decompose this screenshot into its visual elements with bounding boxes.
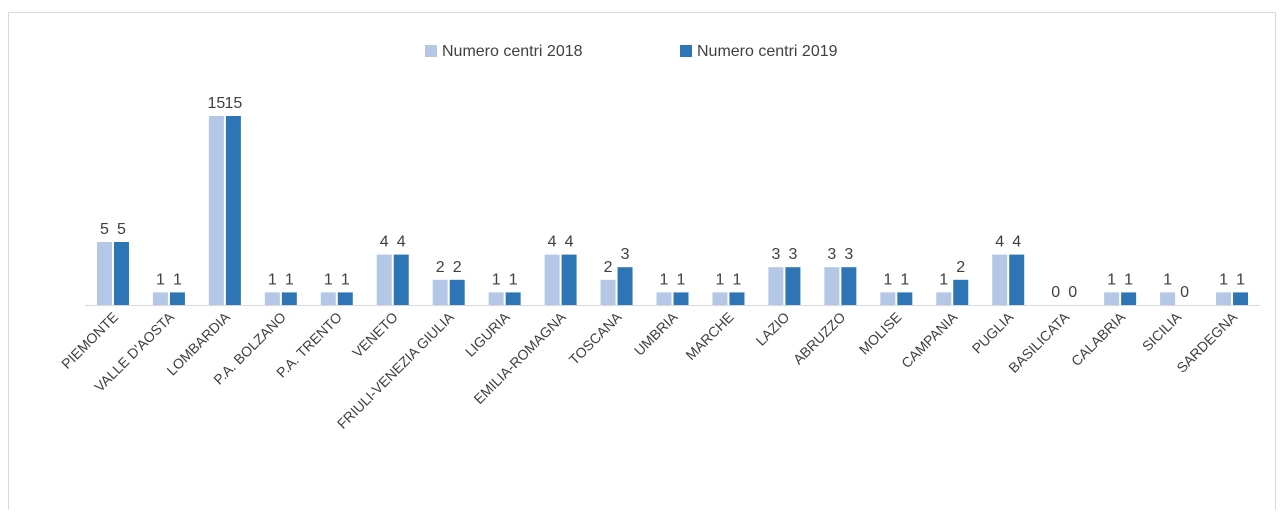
data-label: 4 xyxy=(380,234,389,251)
data-label: 4 xyxy=(397,234,406,251)
data-label: 1 xyxy=(1124,271,1133,288)
data-label: 2 xyxy=(436,259,445,276)
data-label: 1 xyxy=(509,271,518,288)
data-label: 1 xyxy=(1219,271,1228,288)
bar xyxy=(264,292,280,305)
data-label: 1 xyxy=(268,271,277,288)
bar xyxy=(1216,292,1232,305)
data-label: 1 xyxy=(492,271,501,288)
bar xyxy=(1233,292,1249,305)
bar xyxy=(376,254,392,305)
data-label: 1 xyxy=(732,271,741,288)
bar xyxy=(113,242,129,305)
data-label: 2 xyxy=(604,259,613,276)
data-label: 3 xyxy=(621,246,630,263)
bar xyxy=(1160,292,1176,305)
bar xyxy=(96,242,112,305)
data-label: 4 xyxy=(1012,234,1021,251)
bar xyxy=(544,254,560,305)
data-label: 1 xyxy=(156,271,165,288)
bar xyxy=(505,292,521,305)
bar xyxy=(600,279,616,305)
bar xyxy=(729,292,745,305)
bar xyxy=(617,267,633,305)
bar xyxy=(281,292,297,305)
bar xyxy=(432,279,448,305)
data-label: 1 xyxy=(939,271,948,288)
bar xyxy=(393,254,409,305)
data-label: 4 xyxy=(565,234,574,251)
legend-swatch xyxy=(425,45,437,57)
data-label: 3 xyxy=(788,246,797,263)
bar xyxy=(880,292,896,305)
data-label: 1 xyxy=(285,271,294,288)
bar xyxy=(953,279,969,305)
data-label: 3 xyxy=(827,246,836,263)
data-label: 15 xyxy=(207,95,225,112)
data-label: 5 xyxy=(117,221,126,238)
bar xyxy=(488,292,504,305)
bar xyxy=(449,279,465,305)
data-label: 1 xyxy=(1236,271,1245,288)
data-label: 2 xyxy=(453,259,462,276)
data-label: 3 xyxy=(771,246,780,263)
bar xyxy=(712,292,728,305)
bar xyxy=(992,254,1008,305)
data-label: 1 xyxy=(900,271,909,288)
data-label: 5 xyxy=(100,221,109,238)
data-label: 1 xyxy=(660,271,669,288)
data-label: 15 xyxy=(224,95,242,112)
bar xyxy=(225,116,241,305)
data-label: 1 xyxy=(173,271,182,288)
data-label: 3 xyxy=(844,246,853,263)
bar xyxy=(897,292,913,305)
data-label: 1 xyxy=(1163,271,1172,288)
legend-label: Numero centri 2018 xyxy=(442,43,583,60)
bar xyxy=(169,292,185,305)
data-label: 0 xyxy=(1051,284,1060,301)
bar xyxy=(841,267,857,305)
data-label: 1 xyxy=(883,271,892,288)
bar xyxy=(673,292,689,305)
bar xyxy=(1121,292,1137,305)
bar xyxy=(785,267,801,305)
legend-swatch xyxy=(680,45,692,57)
data-label: 4 xyxy=(548,234,557,251)
data-label: 1 xyxy=(677,271,686,288)
bar xyxy=(824,267,840,305)
bar xyxy=(1104,292,1120,305)
bar xyxy=(656,292,672,305)
data-label: 1 xyxy=(1107,271,1116,288)
legend-label: Numero centri 2019 xyxy=(697,43,838,60)
data-label: 1 xyxy=(324,271,333,288)
bar xyxy=(208,116,224,305)
data-label: 2 xyxy=(956,259,965,276)
bar xyxy=(768,267,784,305)
data-label: 1 xyxy=(715,271,724,288)
data-label: 4 xyxy=(995,234,1004,251)
bar xyxy=(1009,254,1025,305)
bar xyxy=(337,292,353,305)
data-label: 0 xyxy=(1068,284,1077,301)
chart-frame xyxy=(8,12,1276,515)
data-label: 0 xyxy=(1180,284,1189,301)
bar xyxy=(561,254,577,305)
bar xyxy=(936,292,952,305)
data-label: 1 xyxy=(341,271,350,288)
bar xyxy=(320,292,336,305)
bar xyxy=(152,292,168,305)
